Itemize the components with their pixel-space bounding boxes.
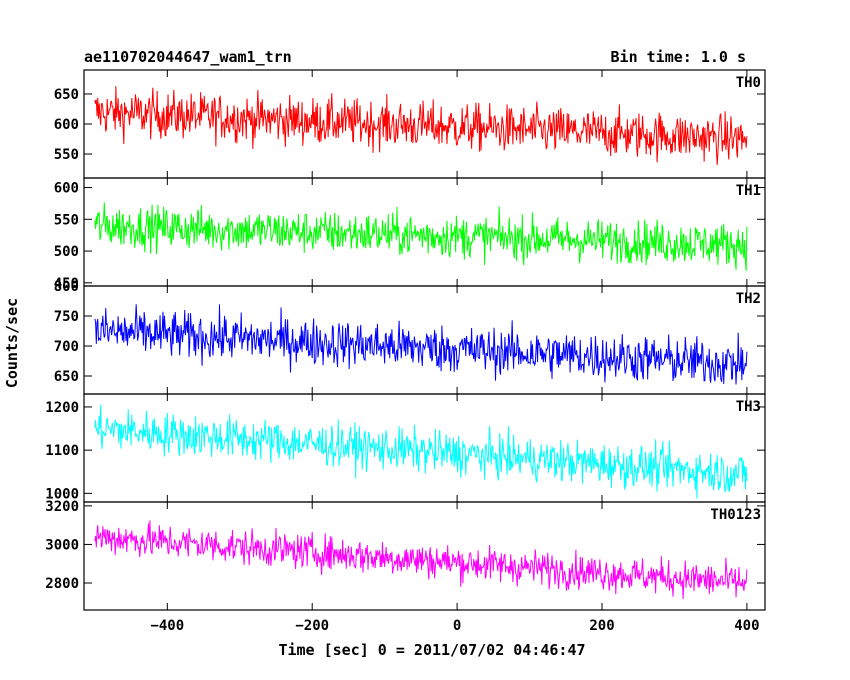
series-line-th1 xyxy=(94,202,748,271)
y-tick-label: 550 xyxy=(54,147,79,163)
y-tick-label: 1000 xyxy=(45,486,79,502)
panel-th3: 1000 1100 1200 TH3 xyxy=(45,393,766,503)
x-axis-label: Time [sec] 0 = 2011/07/02 04:46:47 xyxy=(278,641,585,659)
y-tick-label: 1100 xyxy=(45,443,79,459)
x-tick-label: 200 xyxy=(589,618,614,634)
panel-th0123: 2800 3000 3200 TH0123 xyxy=(45,499,766,611)
panel-label: TH3 xyxy=(736,399,761,415)
panels-group: 550 600 650 TH0 450 500 550 600 TH1 650 700 750 800 T… xyxy=(45,69,766,634)
series-line-th0 xyxy=(94,86,748,166)
y-tick-label: 500 xyxy=(54,244,79,260)
y-tick-label: 600 xyxy=(54,181,79,197)
panel-label: TH0123 xyxy=(710,507,761,523)
panel-frame xyxy=(83,285,766,395)
x-tick-label: 400 xyxy=(734,618,759,634)
y-tick-label: 750 xyxy=(54,309,79,325)
panel-th2: 650 700 750 800 TH2 xyxy=(54,279,766,395)
y-tick-label: 650 xyxy=(54,369,79,385)
y-tick-label: 600 xyxy=(54,117,79,133)
series-line-th3 xyxy=(94,404,748,499)
y-tick-label: 700 xyxy=(54,339,79,355)
x-tick-label: 0 xyxy=(453,618,461,634)
panel-th1: 450 500 550 600 TH1 xyxy=(54,177,766,292)
panel-label: TH2 xyxy=(736,291,761,307)
panel-th0: 550 600 650 TH0 xyxy=(54,69,766,179)
y-tick-label: 3000 xyxy=(45,537,79,553)
panel-label: TH0 xyxy=(736,75,761,91)
panel-label: TH1 xyxy=(736,183,761,199)
series-line-th2 xyxy=(94,304,748,385)
y-tick-label: 800 xyxy=(54,279,79,295)
series-line-th0123 xyxy=(94,520,748,600)
y-tick-label: 450 xyxy=(54,276,79,292)
y-axis-label: Counts/sec xyxy=(3,298,21,388)
chart-title: ae110702044647_wam1_trn xyxy=(84,48,292,66)
y-tick-label: 650 xyxy=(54,87,79,103)
y-tick-label: 3200 xyxy=(45,499,79,515)
panel-frame xyxy=(83,501,766,611)
bin-time-label: Bin time: 1.0 s xyxy=(611,48,746,66)
x-tick-label: −400 xyxy=(150,618,184,634)
x-tick-label: −200 xyxy=(295,618,329,634)
y-tick-label: 2800 xyxy=(45,576,79,592)
y-tick-label: 550 xyxy=(54,212,79,228)
y-tick-label: 1200 xyxy=(45,400,79,416)
